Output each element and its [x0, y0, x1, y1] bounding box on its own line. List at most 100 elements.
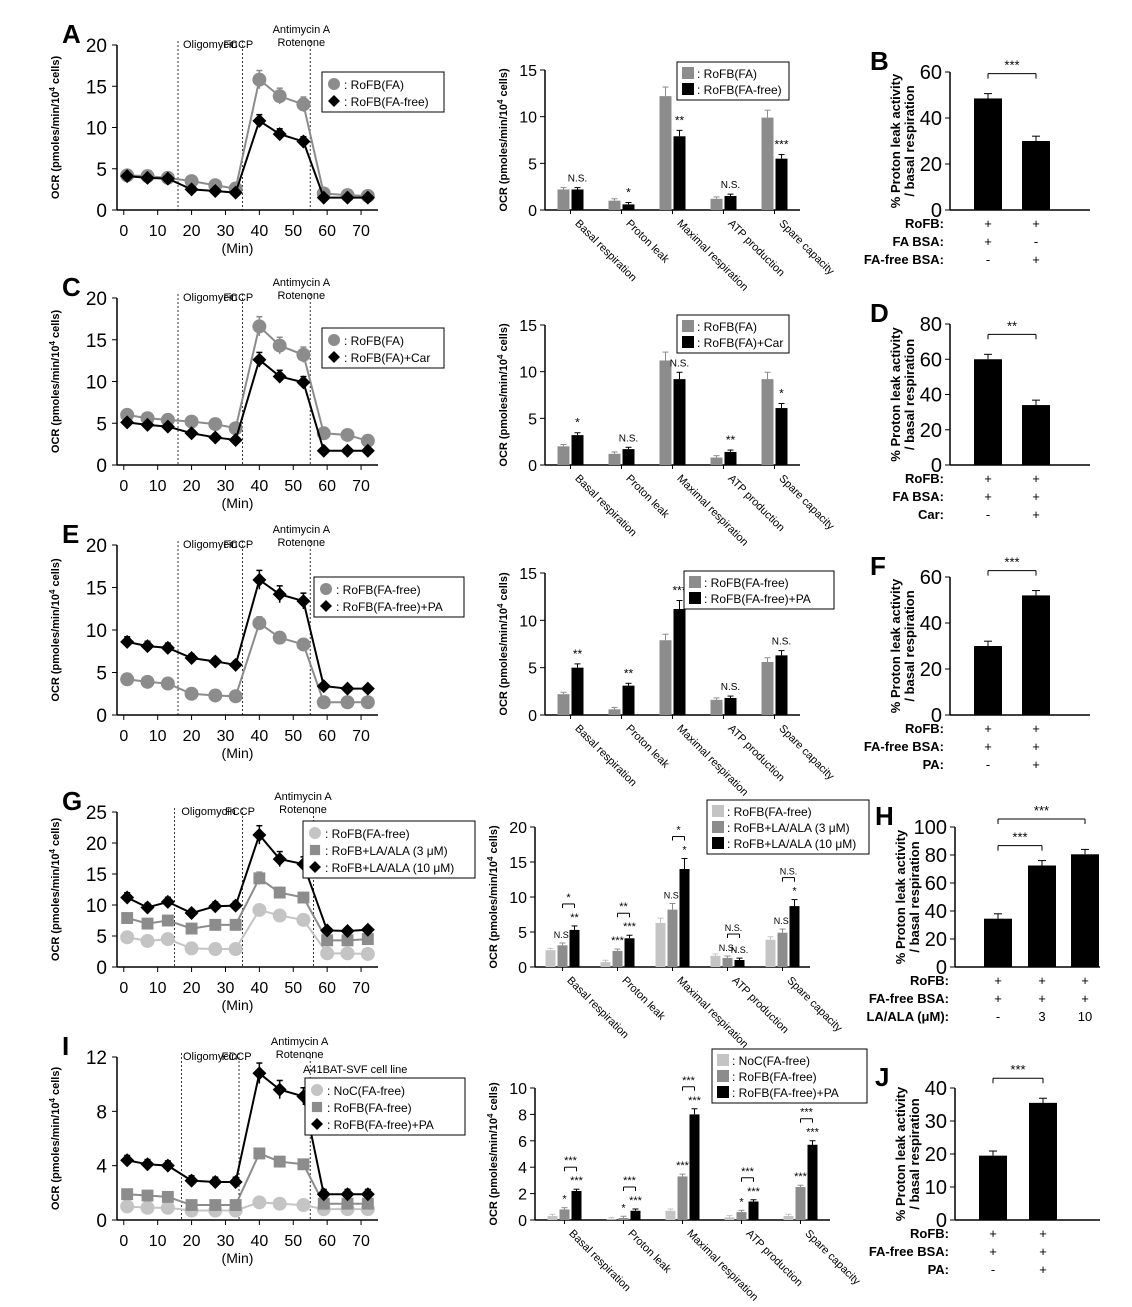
- data-point: [272, 338, 287, 353]
- significance-label: **: [573, 647, 583, 661]
- significance-label: *: [562, 1194, 567, 1206]
- y-tick-label: 5: [528, 411, 537, 428]
- y-tick-label: 20: [86, 536, 107, 557]
- ratio-bar-chart-B: B 0 20 40 60 % Proton leak activity / basal re…: [864, 46, 1090, 267]
- significance-label: **: [726, 433, 736, 447]
- x-tick-label: Basal respiration: [564, 975, 630, 1041]
- significance-label: N.S.: [731, 945, 749, 955]
- y-tick-label: 8: [96, 1102, 107, 1123]
- y-tick-label: 25: [86, 803, 107, 824]
- x-tick-label: 0: [119, 478, 128, 495]
- x-tick-label: 50: [284, 1233, 302, 1250]
- data-point: [316, 443, 331, 458]
- summary-bar-chart-G: 0 5 10 15 20 OCR (pmoles/min/104 cells) Basal …: [486, 799, 870, 1051]
- data-point: [296, 594, 311, 609]
- bar: [557, 189, 570, 210]
- bracket-significance: N.S.: [725, 923, 743, 933]
- bar: [622, 449, 635, 465]
- y-tick-label: 0: [518, 960, 527, 977]
- data-point: [160, 932, 175, 947]
- significance-label: N.S.: [719, 943, 737, 953]
- y-axis-label: % Proton leak activity: [893, 829, 908, 964]
- bar: [622, 685, 635, 715]
- bar: [673, 379, 686, 465]
- data-point: [140, 900, 155, 915]
- significance-label: ***: [794, 1171, 808, 1183]
- y-tick-label: 60: [920, 349, 942, 371]
- y-tick-label: 60: [925, 873, 947, 895]
- x-tick-label: 40: [250, 1233, 268, 1250]
- significance-label: *: [739, 1196, 744, 1208]
- significance-label: ***: [747, 1186, 761, 1198]
- bar: [606, 1219, 617, 1220]
- x-tick-label: 0: [119, 728, 128, 745]
- data-point: [208, 899, 223, 914]
- data-point: [184, 414, 199, 429]
- panel-letter: G: [62, 786, 82, 816]
- bar: [974, 646, 1002, 715]
- y-tick-label: 15: [519, 63, 537, 80]
- y-axis-label: / basal respiration: [902, 85, 917, 196]
- bar: [775, 655, 788, 715]
- bar: [775, 158, 788, 210]
- y-tick-label: 8: [518, 1107, 527, 1124]
- condition-label: FA-free BSA:: [864, 739, 944, 754]
- legend-label: : RoFB+LA/ALA (3 μM): [325, 844, 448, 858]
- y-axis-label-text: OCR (pmoles/min/10: [50, 594, 62, 702]
- data-point: [340, 924, 355, 939]
- data-point: [296, 637, 311, 652]
- y-tick-label: 20: [925, 929, 947, 951]
- x-axis-label: (Min): [222, 745, 254, 761]
- data-point: [120, 1199, 135, 1214]
- legend: : NoC(FA-free): RoFB(FA-free): RoFB(FA-f…: [711, 1048, 868, 1104]
- legend: : RoFB(FA): RoFB(FA)+Car: [676, 314, 790, 354]
- y-tick-label: 100: [914, 817, 947, 839]
- x-tick-label: Proton leak: [623, 473, 671, 521]
- significance-label: *: [626, 186, 631, 200]
- data-point: [340, 427, 355, 442]
- data-point: [297, 891, 310, 904]
- y-axis-label-text: OCR (pmoles/min/10: [488, 1118, 500, 1226]
- y-axis-label: OCR (pmoles/min/104 cells): [48, 818, 62, 962]
- data-point: [253, 1147, 266, 1160]
- bar: [736, 1212, 747, 1220]
- y-tick-label: 0: [96, 456, 107, 477]
- y-tick-label: 60: [920, 62, 942, 84]
- data-point: [253, 872, 266, 885]
- data-point: [184, 426, 199, 441]
- x-tick-label: 70: [352, 980, 370, 997]
- data-point: [228, 942, 243, 957]
- y-tick-label: 60: [920, 567, 942, 589]
- x-tick-label: 30: [217, 223, 235, 240]
- condition-mark: +: [1038, 973, 1046, 988]
- condition-mark: -: [986, 252, 990, 267]
- condition-mark: +: [994, 973, 1002, 988]
- injection-label-fccp: FCCP: [225, 806, 255, 818]
- bracket-significance: ***: [1034, 803, 1049, 818]
- legend-label: : RoFB(FA): [344, 334, 404, 348]
- data-point: [184, 174, 199, 189]
- x-tick-label: 60: [318, 728, 336, 745]
- data-point: [252, 902, 267, 917]
- data-point: [120, 1153, 135, 1168]
- condition-mark: +: [1032, 216, 1040, 231]
- bracket-significance: ***: [741, 1166, 755, 1178]
- injection-label-oligomycin: Oligomycin: [183, 539, 237, 551]
- y-axis-label-sup: 4: [496, 99, 505, 104]
- y-tick-label: 20: [509, 820, 527, 837]
- data-point: [340, 443, 355, 458]
- bar: [659, 640, 672, 715]
- data-point: [272, 630, 287, 645]
- bar: [1071, 854, 1099, 967]
- y-axis-label: OCR (pmoles/min/104 cells): [486, 825, 500, 969]
- x-tick-label: Proton leak: [625, 1228, 673, 1276]
- legend-box: [304, 1077, 466, 1136]
- significance-label: N.S.: [721, 682, 740, 693]
- y-tick-label: 0: [96, 1211, 107, 1232]
- data-point: [209, 918, 222, 931]
- y-tick-label: 20: [920, 420, 942, 442]
- bar: [689, 1114, 700, 1220]
- x-tick-label: Basal respiration: [566, 1228, 632, 1294]
- y-axis-label-text: OCR (pmoles/min/10: [498, 104, 510, 212]
